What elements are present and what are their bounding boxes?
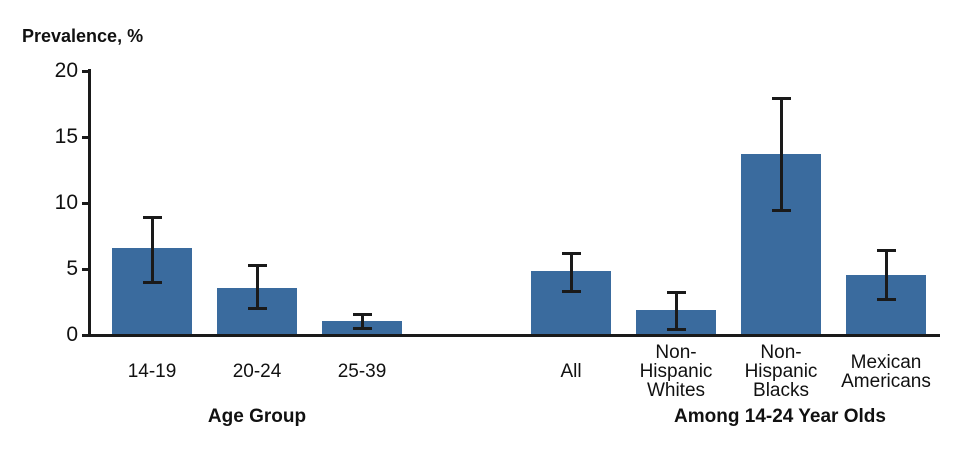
error-bar-cap-bottom bbox=[666, 328, 686, 332]
error-bar-line bbox=[569, 253, 573, 292]
x-axis-category-label: 25-39 bbox=[302, 343, 422, 400]
group-title-among-14-24-year-olds: Among 14-24 Year Olds bbox=[674, 406, 886, 427]
y-tick-mark bbox=[82, 202, 90, 205]
error-bar-line bbox=[360, 314, 364, 329]
y-tick-mark bbox=[82, 70, 90, 73]
x-axis-category-label-line: 20-24 bbox=[232, 361, 282, 382]
error-bar-line bbox=[674, 291, 678, 331]
y-tick-label: 20 bbox=[54, 59, 78, 82]
x-axis-category-label-line: Non- bbox=[655, 342, 697, 363]
x-axis-category-label-line: Hispanic bbox=[639, 361, 713, 382]
x-axis-category-label-line: 25-39 bbox=[337, 361, 387, 382]
error-bar-cap-bottom bbox=[247, 306, 267, 310]
x-axis-category-label-line: Mexican bbox=[850, 351, 922, 373]
error-bar-cap-top bbox=[142, 215, 162, 219]
group-title-age-group: Age Group bbox=[207, 406, 307, 427]
x-axis-category-label-line: Whites bbox=[646, 380, 706, 401]
x-axis-category-label: 14-19 bbox=[92, 343, 212, 400]
x-axis-category-label: All bbox=[511, 343, 631, 400]
error-bar-cap-top bbox=[561, 252, 581, 256]
error-bar-cap-bottom bbox=[561, 289, 581, 293]
x-axis-category-label-line: Blacks bbox=[753, 380, 809, 401]
error-bar-cap-top bbox=[666, 290, 686, 294]
x-axis-category-label: Non- Hispanic Whites bbox=[616, 343, 736, 400]
y-tick-mark bbox=[82, 268, 90, 271]
y-tick-mark bbox=[82, 136, 90, 139]
y-axis-title: Prevalence, % bbox=[22, 26, 144, 46]
error-bar-line bbox=[255, 265, 259, 309]
x-axis-category-label-line: 14-19 bbox=[127, 361, 177, 382]
x-axis-category-label: Non- Hispanic Blacks bbox=[721, 343, 841, 400]
error-bar-cap-bottom bbox=[142, 280, 162, 284]
error-bar-cap-top bbox=[352, 313, 372, 317]
error-bar-line bbox=[150, 216, 154, 283]
x-axis-category-label-line: Hispanic bbox=[744, 361, 818, 382]
error-bar-cap-top bbox=[771, 96, 791, 100]
error-bar-line bbox=[779, 97, 783, 212]
y-tick-label: 15 bbox=[54, 125, 78, 148]
x-axis-category-label-line: Americans bbox=[841, 370, 931, 392]
y-tick-mark bbox=[82, 334, 90, 337]
error-bar-cap-bottom bbox=[771, 209, 791, 213]
x-axis-category-label: Mexican Americans bbox=[826, 343, 946, 400]
y-tick-label: 5 bbox=[66, 257, 78, 280]
error-bar-cap-bottom bbox=[352, 326, 372, 330]
y-tick-label: 0 bbox=[66, 323, 78, 346]
y-tick-label: 10 bbox=[54, 191, 78, 214]
error-bar-cap-top bbox=[247, 264, 267, 268]
x-axis-category-label-line: All bbox=[560, 361, 582, 382]
x-axis-line bbox=[82, 334, 940, 337]
error-bar-cap-top bbox=[876, 248, 896, 252]
x-axis-category-label: 20-24 bbox=[197, 343, 317, 400]
x-axis-category-label-line: Non- bbox=[760, 342, 802, 363]
error-bar-cap-bottom bbox=[876, 297, 896, 301]
error-bar-line bbox=[884, 249, 888, 300]
